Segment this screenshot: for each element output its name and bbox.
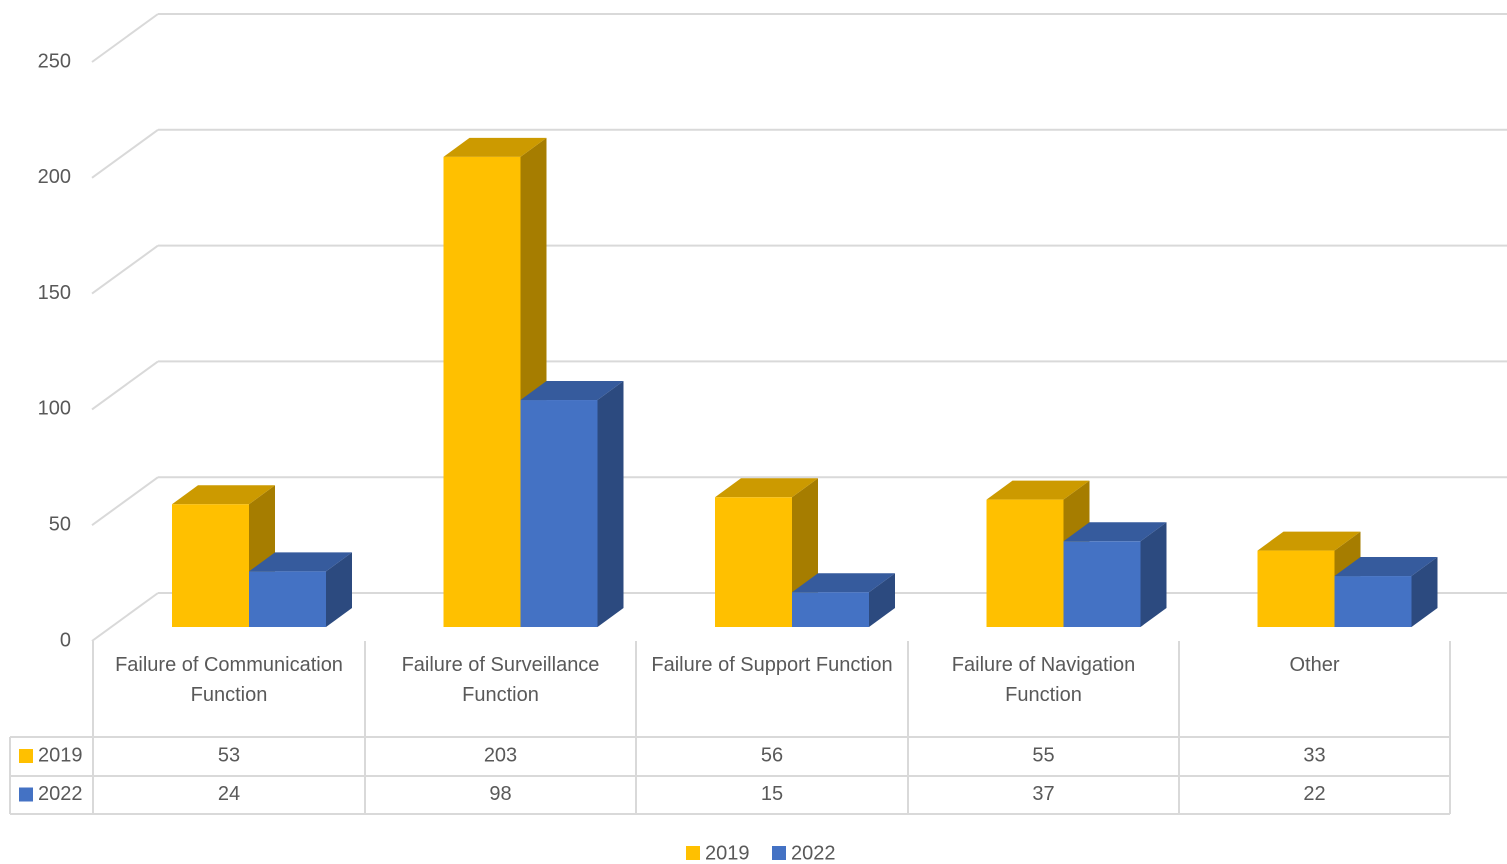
legend-label: 2019: [705, 842, 750, 864]
bar-side: [597, 381, 624, 627]
legend-key: [772, 846, 786, 860]
table-cell: 56: [761, 744, 783, 766]
legend-key: [686, 846, 700, 860]
grid-line-side: [91, 244, 159, 295]
bar: [792, 573, 895, 627]
y-tick-label: 250: [38, 50, 71, 72]
bar: [520, 381, 624, 627]
y-tick-label: 50: [49, 513, 71, 535]
bar-front: [443, 156, 521, 628]
bar-top: [1063, 522, 1167, 542]
y-tick-label: 0: [60, 629, 71, 651]
bar-front: [1257, 550, 1335, 627]
bar-front: [249, 571, 326, 627]
bar-side: [1411, 557, 1438, 627]
grid-line-side: [91, 13, 159, 63]
table-cell: 98: [489, 783, 511, 805]
x-tick-label: Failure of Surveillance Function: [401, 654, 600, 706]
bar-front: [172, 504, 249, 627]
bar-front: [1334, 576, 1412, 627]
table-row-header: 2019: [38, 744, 83, 766]
table-cell: 33: [1303, 744, 1325, 766]
bar: [249, 552, 352, 627]
x-tick-label: Failure of Communication Function: [115, 654, 343, 706]
bar: [1334, 557, 1438, 627]
x-tick-label: Failure of Support Function: [651, 654, 893, 676]
bar-side: [1140, 522, 1167, 627]
grid-line-side: [91, 128, 159, 179]
table-cell: 203: [484, 744, 517, 766]
table-legend-key: [19, 749, 33, 763]
bar-top: [792, 573, 895, 593]
x-tick-label: Other: [1289, 654, 1340, 676]
bar-top: [520, 381, 624, 401]
y-tick-label: 150: [38, 282, 71, 304]
table-legend-key: [19, 787, 33, 802]
legend-label: 2022: [791, 842, 836, 864]
bar-front: [520, 400, 598, 627]
bar-top: [172, 485, 275, 505]
table-cell: 55: [1032, 744, 1054, 766]
bar-front: [986, 499, 1064, 627]
bar-top: [1257, 531, 1361, 551]
bar-top: [715, 478, 818, 498]
table-row-header: 2022: [38, 783, 83, 805]
bar-side: [326, 552, 352, 627]
bar-front: [715, 497, 792, 627]
table-cell: 22: [1303, 783, 1325, 805]
table-cell: 24: [218, 783, 240, 805]
table-cell: 15: [761, 783, 783, 805]
grid-line-side: [91, 360, 159, 411]
table-cell: 53: [218, 744, 240, 766]
grid-line-side: [91, 592, 159, 642]
grid-line-side: [91, 476, 159, 527]
bar-top: [986, 480, 1090, 500]
bar: [1063, 522, 1167, 627]
bar-side: [869, 573, 895, 627]
bar-top: [249, 552, 352, 572]
bar-front: [792, 592, 869, 627]
bar-top: [443, 137, 547, 157]
bar-front: [1063, 541, 1141, 627]
y-tick-label: 200: [38, 166, 71, 188]
bar-top: [1334, 557, 1438, 577]
x-tick-label: Failure of Navigation Function: [951, 654, 1136, 706]
table-cell: 37: [1032, 783, 1054, 805]
y-tick-label: 100: [38, 398, 71, 420]
